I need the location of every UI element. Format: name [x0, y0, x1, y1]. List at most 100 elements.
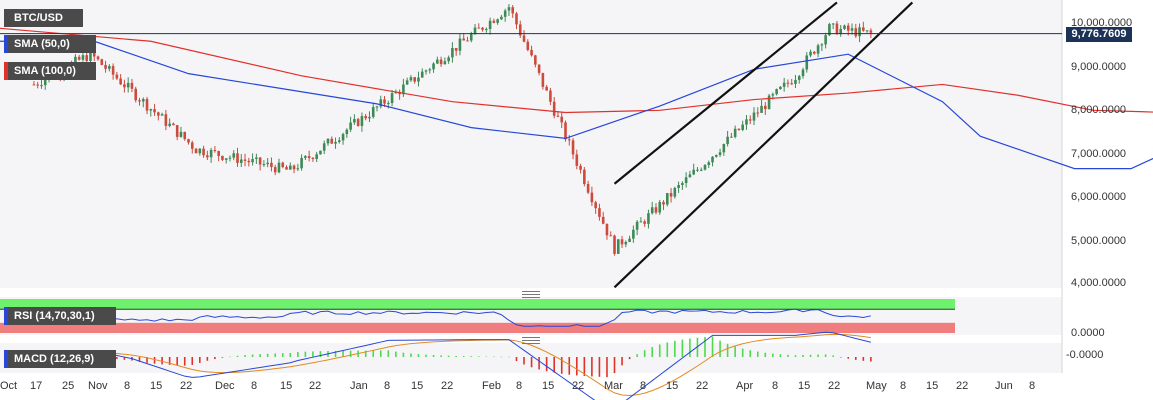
x-tick-label: 22 — [956, 380, 969, 392]
candle-body — [477, 27, 481, 29]
sma100-label-text: SMA (100,0) — [14, 65, 76, 77]
candle-body — [141, 99, 145, 102]
macd-histogram-bar — [364, 350, 367, 357]
candle-body — [726, 136, 729, 145]
candle-body — [322, 143, 326, 151]
candle-body — [458, 38, 462, 51]
macd-histogram-bar — [734, 346, 736, 357]
candle-body — [326, 138, 330, 144]
candle-body — [304, 156, 307, 158]
candle-body — [575, 154, 579, 166]
candle-body — [797, 76, 801, 80]
candle-body — [613, 235, 616, 254]
macd-histogram-bar — [756, 351, 759, 357]
candle-body — [715, 154, 718, 157]
macd-histogram-bar — [319, 351, 322, 357]
macd-histogram-bar — [508, 356, 510, 358]
candle-body — [236, 153, 239, 163]
last-price-tag: 9,776.7609 — [1066, 27, 1132, 42]
macd-histogram-bar — [500, 356, 503, 358]
candle-body — [164, 114, 168, 126]
candle-body — [703, 165, 707, 170]
candle-body — [432, 63, 435, 70]
candle-body — [692, 169, 695, 175]
candle-body — [330, 138, 334, 144]
candle-body — [175, 125, 179, 137]
candle-body — [503, 10, 507, 17]
candle-body — [466, 40, 469, 42]
macd-histogram-bar — [674, 340, 676, 357]
candle-body — [194, 148, 198, 154]
rsi-panel-resize-handle[interactable] — [522, 291, 540, 298]
candle-body — [119, 78, 122, 85]
candle-body — [824, 35, 827, 45]
candle-body — [375, 106, 379, 108]
candle-body — [756, 112, 760, 114]
macd-histogram-bar — [274, 353, 277, 357]
candle-body — [598, 208, 601, 217]
candle-body — [552, 101, 556, 116]
x-tick-label: 25 — [62, 380, 75, 392]
x-tick-label: 8 — [516, 380, 523, 392]
macd-histogram-bar — [741, 348, 744, 357]
candle-body — [172, 123, 175, 126]
candle-body — [270, 162, 273, 168]
x-tick-label: Nov — [88, 380, 108, 392]
macd-panel-resize-handle[interactable] — [522, 337, 540, 344]
macd-histogram-bar — [515, 357, 518, 362]
candle-body — [831, 23, 835, 25]
macd-histogram-bar — [764, 352, 767, 357]
macd-histogram-bar — [787, 354, 789, 357]
macd-line — [33, 331, 871, 400]
candle-body — [601, 216, 605, 224]
sma100-line — [0, 27, 1153, 114]
macd-histogram-bar — [281, 353, 284, 357]
macd-histogram-bar — [870, 357, 872, 362]
candle-body — [752, 112, 756, 121]
pair-label-text: BTC/USD — [14, 12, 63, 24]
candle-body — [790, 83, 793, 85]
y-tick-label: 5,000.0000 — [1071, 235, 1127, 247]
candle-body — [85, 55, 89, 61]
candle-body — [202, 148, 205, 156]
macd-histogram-bar — [643, 350, 646, 357]
candle-body — [616, 239, 620, 254]
candle-body — [760, 105, 763, 113]
candle-body — [209, 149, 213, 158]
candle-body — [854, 28, 858, 37]
candle-body — [583, 169, 586, 184]
candle-body — [786, 82, 790, 84]
candle-body — [669, 193, 673, 197]
sma50-label: SMA (50,0) — [4, 35, 96, 53]
candle-body — [862, 27, 865, 31]
candle-body — [628, 238, 631, 242]
candle-body — [820, 44, 824, 46]
macd-histogram-bar — [153, 357, 156, 364]
candle-body — [315, 154, 318, 159]
candle-body — [89, 49, 92, 61]
candle-body — [549, 90, 552, 102]
candle-body — [684, 177, 688, 184]
candle-body — [311, 157, 315, 159]
candle-body — [356, 119, 360, 126]
x-tick-label: 15 — [666, 380, 679, 392]
candle-body — [846, 25, 850, 31]
candle-body — [383, 99, 386, 104]
candle-body — [767, 95, 771, 110]
candle-body — [541, 72, 545, 87]
macd-histogram-bar — [847, 357, 850, 359]
macd-histogram-bar — [772, 353, 774, 357]
candle-body — [36, 84, 39, 86]
rsi-oversold-band — [0, 322, 955, 333]
candle-body — [869, 30, 873, 33]
macd-histogram-bar — [259, 354, 261, 357]
candle-body — [77, 56, 81, 60]
macd-histogram-bar — [116, 357, 118, 359]
candle-body — [620, 239, 624, 245]
candle-body — [496, 19, 499, 23]
candle-body — [481, 27, 484, 30]
candle-body — [632, 229, 635, 239]
candle-body — [379, 99, 383, 107]
x-tick-label: 15 — [411, 380, 424, 392]
candle-body — [183, 131, 187, 140]
